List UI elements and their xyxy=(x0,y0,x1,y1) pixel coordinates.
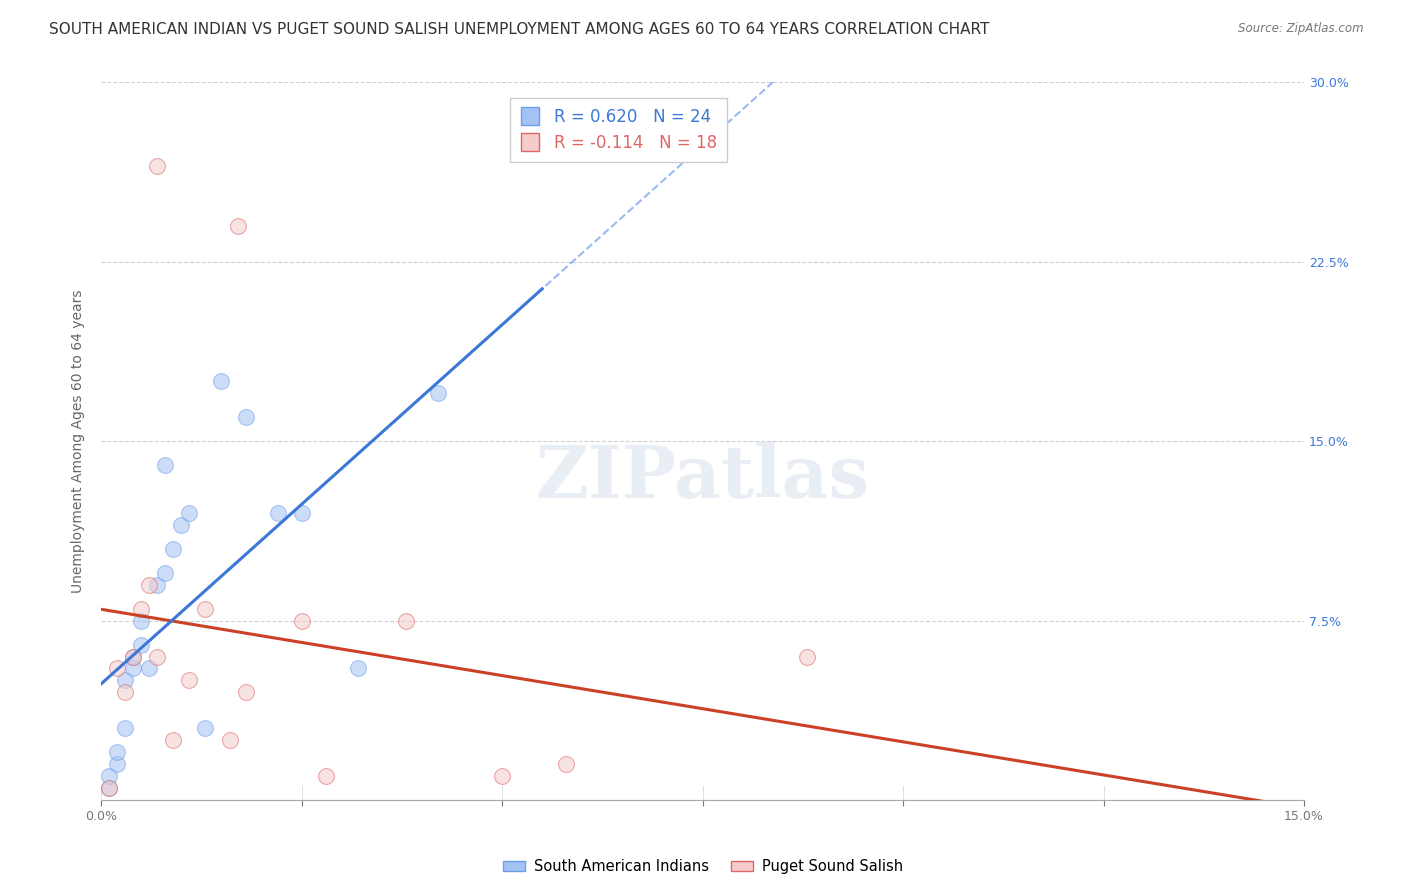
Point xyxy=(218,733,240,747)
Point xyxy=(427,386,450,401)
Point xyxy=(395,614,418,628)
Point xyxy=(266,506,288,520)
Point xyxy=(122,661,145,675)
Point xyxy=(138,578,160,592)
Point xyxy=(146,159,169,173)
Point xyxy=(131,614,153,628)
Point xyxy=(491,769,513,783)
Point xyxy=(131,601,153,615)
Text: SOUTH AMERICAN INDIAN VS PUGET SOUND SALISH UNEMPLOYMENT AMONG AGES 60 TO 64 YEA: SOUTH AMERICAN INDIAN VS PUGET SOUND SAL… xyxy=(49,22,990,37)
Point xyxy=(122,649,145,664)
Point xyxy=(105,757,128,772)
Text: ZIPatlas: ZIPatlas xyxy=(536,442,870,513)
Point xyxy=(796,649,818,664)
Point xyxy=(114,721,136,735)
Point xyxy=(146,578,169,592)
Point xyxy=(138,661,160,675)
Point xyxy=(179,506,201,520)
Point xyxy=(114,685,136,699)
Point xyxy=(291,506,314,520)
Point xyxy=(179,673,201,688)
Point xyxy=(155,458,177,472)
Y-axis label: Unemployment Among Ages 60 to 64 years: Unemployment Among Ages 60 to 64 years xyxy=(72,290,86,593)
Point xyxy=(211,375,233,389)
Point xyxy=(162,733,184,747)
Point xyxy=(194,601,217,615)
Legend: South American Indians, Puget Sound Salish: South American Indians, Puget Sound Sali… xyxy=(498,854,908,880)
Text: Source: ZipAtlas.com: Source: ZipAtlas.com xyxy=(1239,22,1364,36)
Point xyxy=(98,781,121,796)
Legend: R = 0.620   N = 24, R = -0.114   N = 18: R = 0.620 N = 24, R = -0.114 N = 18 xyxy=(510,98,727,162)
Point xyxy=(131,638,153,652)
Point xyxy=(98,769,121,783)
Point xyxy=(105,745,128,759)
Point xyxy=(98,781,121,796)
Point xyxy=(315,769,337,783)
Point xyxy=(122,649,145,664)
Point xyxy=(235,685,257,699)
Point xyxy=(105,661,128,675)
Point xyxy=(146,649,169,664)
Point xyxy=(226,219,249,233)
Point xyxy=(194,721,217,735)
Point xyxy=(235,410,257,425)
Point xyxy=(291,614,314,628)
Point xyxy=(555,757,578,772)
Point xyxy=(162,541,184,556)
Point xyxy=(114,673,136,688)
Point xyxy=(170,518,193,533)
Point xyxy=(346,661,368,675)
Point xyxy=(155,566,177,580)
